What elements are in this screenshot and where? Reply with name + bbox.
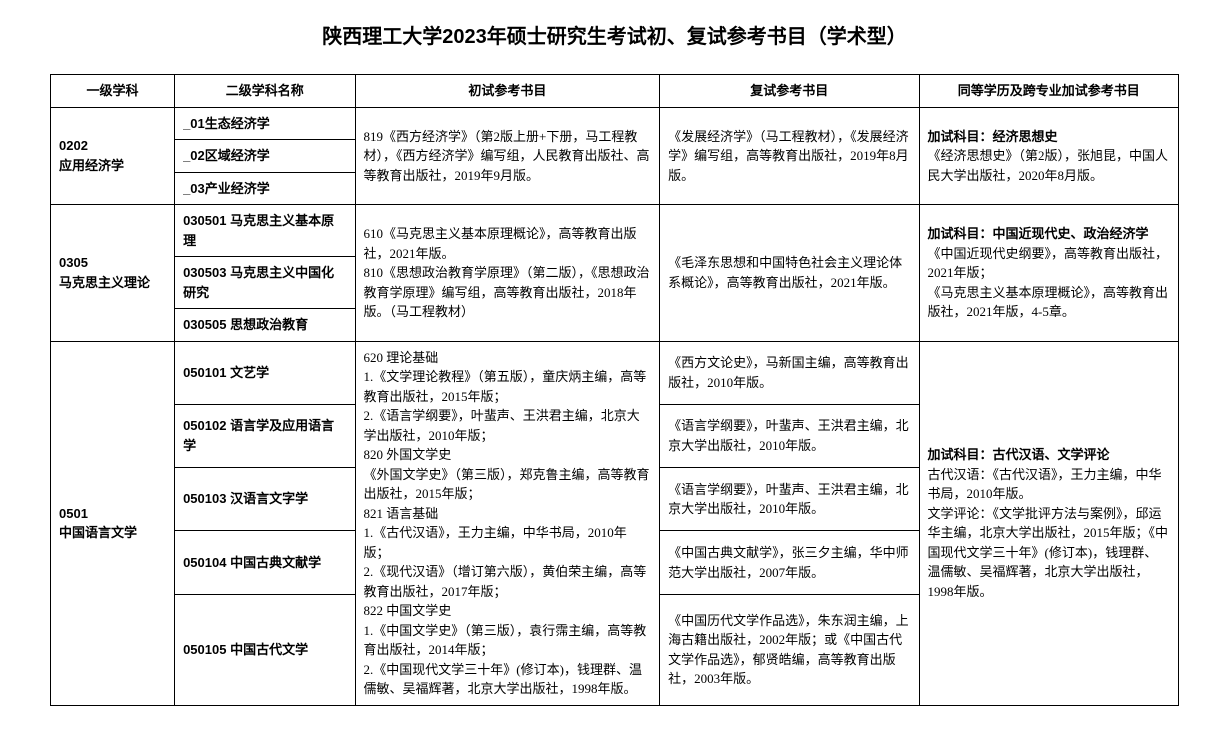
level1-name: 中国语言文学 (59, 525, 137, 540)
extra-label: 加试科目：中国近现代史、政治经济学 (928, 226, 1149, 241)
level1-code: 0202 (59, 138, 88, 153)
reference-books-table: 一级学科 二级学科名称 初试参考书目 复试参考书目 同等学历及跨专业加试参考书目… (50, 74, 1179, 706)
extra-label: 加试科目：古代汉语、文学评论 (928, 447, 1110, 462)
extra-label: 加试科目：经济思想史 (928, 129, 1058, 144)
level2-cell: 050104 中国古典文献学 (175, 531, 355, 594)
level1-code: 0305 (59, 255, 88, 270)
prelim-cell: 610《马克思主义基本原理概论》，高等教育出版社，2021年版。 810《思想政… (355, 205, 660, 342)
level1-cell: 0202 应用经济学 (51, 107, 175, 205)
level2-cell: 030503 马克思主义中国化研究 (175, 257, 355, 309)
table-row: 0501 中国语言文学 050101 文艺学 620 理论基础 1.《文学理论教… (51, 341, 1179, 404)
level2-cell: _03产业经济学 (175, 172, 355, 205)
retest-cell: 《中国古典文献学》，张三夕主编，华中师范大学出版社，2007年版。 (660, 531, 919, 594)
level1-code: 0501 (59, 506, 88, 521)
level1-cell: 0501 中国语言文学 (51, 341, 175, 705)
table-row: 0305 马克思主义理论 030501 马克思主义基本原理 610《马克思主义基… (51, 205, 1179, 257)
header-retest: 复试参考书目 (660, 75, 919, 108)
extra-cell: 加试科目：古代汉语、文学评论 古代汉语：《古代汉语》，王力主编，中华书局，201… (919, 341, 1178, 705)
level2-cell: _02区域经济学 (175, 140, 355, 173)
retest-cell: 《毛泽东思想和中国特色社会主义理论体系概论》，高等教育出版社，2021年版。 (660, 205, 919, 342)
prelim-cell: 620 理论基础 1.《文学理论教程》（第五版），童庆炳主编，高等教育出版社，2… (355, 341, 660, 705)
header-level1: 一级学科 (51, 75, 175, 108)
extra-cell: 加试科目：中国近现代史、政治经济学 《中国近现代史纲要》，高等教育出版社，202… (919, 205, 1178, 342)
level2-cell: 030505 思想政治教育 (175, 309, 355, 342)
level2-cell: 050101 文艺学 (175, 341, 355, 404)
prelim-cell: 819《西方经济学》（第2版上册+下册，马工程教材），《西方经济学》编写组，人民… (355, 107, 660, 205)
extra-body: 《中国近现代史纲要》，高等教育出版社，2021年版； 《马克思主义基本原理概论》… (928, 246, 1169, 320)
header-prelim: 初试参考书目 (355, 75, 660, 108)
page-title: 陕西理工大学2023年硕士研究生考试初、复试参考书目（学术型） (50, 20, 1179, 49)
level2-cell: 050102 语言学及应用语言学 (175, 404, 355, 467)
retest-cell: 《语言学纲要》，叶蜚声、王洪君主编，北京大学出版社，2010年版。 (660, 468, 919, 531)
level2-cell: _01生态经济学 (175, 107, 355, 140)
table-row: 0202 应用经济学 _01生态经济学 819《西方经济学》（第2版上册+下册，… (51, 107, 1179, 140)
retest-cell: 《发展经济学》（马工程教材），《发展经济学》编写组，高等教育出版社，2019年8… (660, 107, 919, 205)
level1-name: 应用经济学 (59, 158, 124, 173)
extra-body: 《经济思想史》（第2版），张旭昆，中国人民大学出版社，2020年8月版。 (928, 148, 1169, 183)
level1-name: 马克思主义理论 (59, 275, 150, 290)
extra-body: 古代汉语：《古代汉语》，王力主编，中华书局，2010年版。 文学评论：《文学批评… (928, 467, 1169, 599)
level2-cell: 050103 汉语言文字学 (175, 468, 355, 531)
level2-cell: 050105 中国古代文学 (175, 594, 355, 705)
retest-cell: 《西方文论史》，马新国主编，高等教育出版社，2010年版。 (660, 341, 919, 404)
level1-cell: 0305 马克思主义理论 (51, 205, 175, 342)
header-level2: 二级学科名称 (175, 75, 355, 108)
extra-cell: 加试科目：经济思想史 《经济思想史》（第2版），张旭昆，中国人民大学出版社，20… (919, 107, 1178, 205)
retest-cell: 《语言学纲要》，叶蜚声、王洪君主编，北京大学出版社，2010年版。 (660, 404, 919, 467)
header-extra: 同等学历及跨专业加试参考书目 (919, 75, 1178, 108)
retest-cell: 《中国历代文学作品选》，朱东润主编，上海古籍出版社，2002年版；或《中国古代文… (660, 594, 919, 705)
table-header-row: 一级学科 二级学科名称 初试参考书目 复试参考书目 同等学历及跨专业加试参考书目 (51, 75, 1179, 108)
level2-cell: 030501 马克思主义基本原理 (175, 205, 355, 257)
